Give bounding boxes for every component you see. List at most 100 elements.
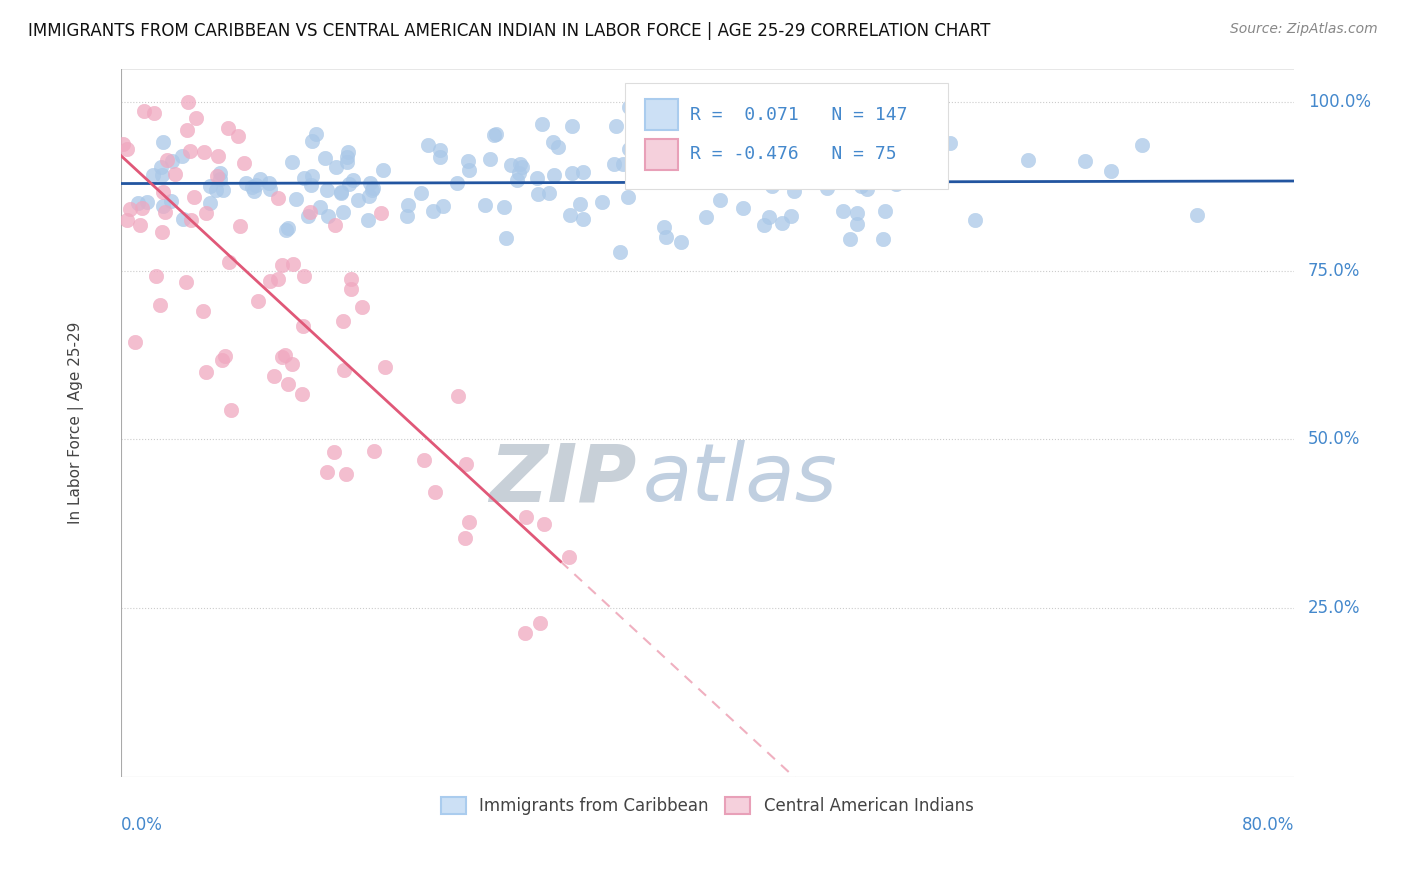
Point xyxy=(872,232,894,246)
Point xyxy=(447,389,470,403)
Point xyxy=(194,205,217,219)
Point xyxy=(127,195,149,210)
Point xyxy=(263,368,285,383)
Point xyxy=(515,510,537,524)
Point xyxy=(120,202,142,216)
Point xyxy=(770,216,793,230)
Point xyxy=(191,304,214,318)
Point xyxy=(531,117,554,131)
Point xyxy=(177,95,200,109)
Point xyxy=(780,210,803,224)
Point xyxy=(292,268,315,283)
Point xyxy=(249,172,271,186)
Point xyxy=(508,166,530,180)
Point xyxy=(245,178,267,193)
Text: 25.0%: 25.0% xyxy=(1308,599,1361,617)
Point xyxy=(152,136,174,150)
Point xyxy=(458,515,481,529)
Point xyxy=(259,182,281,196)
Point xyxy=(150,168,173,182)
Point xyxy=(145,268,167,283)
Point xyxy=(271,350,294,364)
Point xyxy=(259,274,281,288)
Point xyxy=(172,211,194,226)
Text: 80.0%: 80.0% xyxy=(1241,815,1294,833)
Point xyxy=(711,136,734,150)
Point xyxy=(152,199,174,213)
Point xyxy=(301,134,323,148)
Point xyxy=(901,142,924,156)
Point xyxy=(200,178,222,193)
Point xyxy=(754,169,776,183)
Point xyxy=(474,198,496,212)
Point xyxy=(839,232,862,246)
Point xyxy=(356,213,378,227)
Point xyxy=(617,100,640,114)
Point xyxy=(314,151,336,165)
Point xyxy=(725,170,748,185)
Point xyxy=(709,193,731,207)
Text: IMMIGRANTS FROM CARIBBEAN VS CENTRAL AMERICAN INDIAN IN LABOR FORCE | AGE 25-29 : IMMIGRANTS FROM CARIBBEAN VS CENTRAL AME… xyxy=(28,22,990,40)
Point xyxy=(193,145,215,160)
Point xyxy=(558,209,581,223)
Point xyxy=(284,192,307,206)
Point xyxy=(792,155,814,169)
Point xyxy=(200,196,222,211)
Point xyxy=(454,531,477,545)
Point xyxy=(333,363,356,377)
Point xyxy=(651,159,673,173)
Point xyxy=(156,153,179,167)
Point xyxy=(758,210,780,224)
Point xyxy=(212,183,235,197)
Point xyxy=(845,206,868,220)
Point xyxy=(218,254,240,268)
Point xyxy=(643,159,665,173)
Point xyxy=(179,145,201,159)
Point xyxy=(305,128,328,142)
Point xyxy=(150,225,173,239)
Point xyxy=(131,201,153,215)
Point xyxy=(832,203,855,218)
Point xyxy=(162,154,184,169)
Point xyxy=(142,168,165,182)
Point xyxy=(357,188,380,202)
Point xyxy=(865,169,887,184)
Point xyxy=(226,128,249,143)
Point xyxy=(529,615,551,630)
Point xyxy=(208,171,231,186)
Point xyxy=(243,185,266,199)
Point xyxy=(124,334,146,349)
Point xyxy=(370,206,392,220)
Point xyxy=(339,272,361,286)
Point xyxy=(174,275,197,289)
Point xyxy=(626,162,648,177)
Point xyxy=(418,137,440,152)
Point xyxy=(267,272,290,286)
Point xyxy=(352,301,374,315)
Point xyxy=(557,550,579,565)
Point xyxy=(176,122,198,136)
Point xyxy=(609,244,631,259)
Text: R = -0.476   N = 75: R = -0.476 N = 75 xyxy=(689,145,896,163)
Point xyxy=(652,219,675,234)
Point xyxy=(617,190,640,204)
Point xyxy=(676,145,699,159)
Point xyxy=(205,183,228,197)
FancyBboxPatch shape xyxy=(645,138,678,169)
Point xyxy=(205,169,228,183)
Point xyxy=(112,136,135,151)
Point xyxy=(963,213,986,227)
Point xyxy=(281,257,304,271)
Point xyxy=(336,155,359,169)
Point xyxy=(235,176,257,190)
Point xyxy=(332,314,354,328)
Point xyxy=(149,298,172,312)
Point xyxy=(752,218,775,232)
Point xyxy=(155,204,177,219)
Point xyxy=(117,142,139,156)
Point xyxy=(644,173,666,187)
Point xyxy=(873,204,896,219)
Point xyxy=(274,348,297,362)
Point xyxy=(482,128,505,142)
Point xyxy=(526,171,548,186)
